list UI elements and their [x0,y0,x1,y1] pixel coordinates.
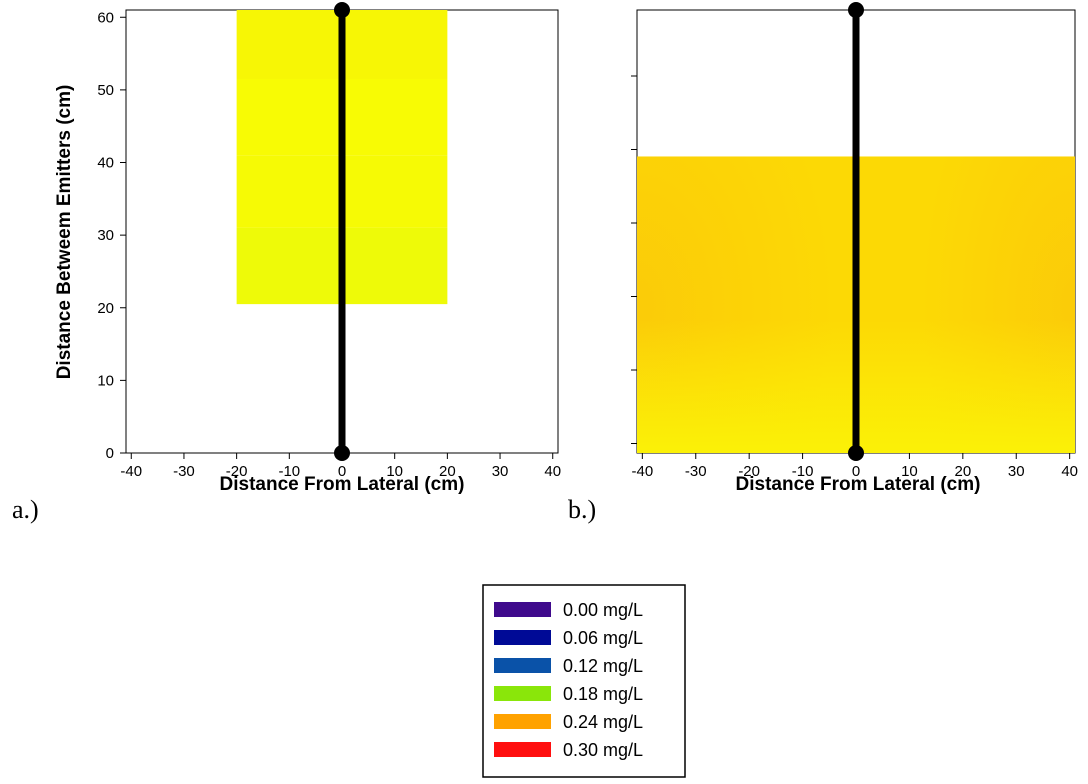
panel-a-x-tick-label: -20 [226,463,248,480]
panel-b-x-tick-label: 20 [954,463,971,480]
panel-b-x-tick-label: 40 [1061,463,1078,480]
panel-b-x-axis-title: Distance From Lateral (cm) [736,474,981,495]
panel-b-emitter-bottom [848,445,864,461]
legend-label: 0.30 mg/L [563,740,643,760]
panel-a-axis-ticks: -40 -30 -20 -10 0 10 20 30 40 0 10 20 30 40 50 60 [97,9,561,480]
legend-label: 0.18 mg/L [563,684,643,704]
panel-a-x-tick-label: 10 [386,463,403,480]
legend: 0.00 mg/L 0.06 mg/L 0.12 mg/L 0.18 mg/L 0.24… [482,584,686,778]
legend-swatch [494,602,551,617]
panel-b-x-tick-label: 10 [901,463,918,480]
panel-b-x-tick-label: 30 [1008,463,1025,480]
panel-a-y-tick-label: 10 [97,372,114,389]
panel-b-axis-ticks: -40 -30 -20 -10 0 10 20 30 40 [631,75,1078,480]
panel-b-x-tick-label: -40 [631,463,653,480]
legend-swatch [494,686,551,701]
panel-b-x-tick-label: -20 [738,463,760,480]
panel-a-y-axis-title: Distance Betweem Emitters (cm) [54,85,75,380]
panel-b-x-tick-label: 0 [852,463,860,480]
panel-a-y-tick-label: 60 [97,9,114,26]
panel-a-contour-plot: -40 -30 -20 -10 0 10 20 30 40 0 10 20 30 40 50 60 Dista… [12,2,561,524]
legend-swatch [494,658,551,673]
legend-swatch [494,714,551,729]
panel-a-x-tick-label: -40 [120,463,142,480]
panel-a-y-tick-label: 40 [97,155,114,172]
legend-label: 0.24 mg/L [563,712,643,732]
panel-b-x-tick-label: -30 [685,463,707,480]
panel-a-x-tick-label: 20 [439,463,456,480]
panel-a-y-tick-label: 50 [97,82,114,99]
legend-items: 0.00 mg/L 0.06 mg/L 0.12 mg/L 0.18 mg/L 0.24… [494,600,643,760]
panel-a-x-tick-label: 30 [492,463,509,480]
legend-label: 0.00 mg/L [563,600,643,620]
panel-a-label: a.) [12,495,39,524]
panel-a-y-tick-label: 20 [97,300,114,317]
panel-a-y-tick-label: 0 [106,445,114,462]
panel-b-label: b.) [568,495,596,524]
panel-a-x-tick-label: -10 [278,463,300,480]
panel-a-x-tick-label: 40 [544,463,561,480]
panel-a-y-tick-label: 30 [97,227,114,244]
panel-a-x-axis-title: Distance From Lateral (cm) [220,474,465,495]
legend-label: 0.06 mg/L [563,628,643,648]
panel-a-x-tick-label: -30 [173,463,195,480]
panel-a-emitter-bottom [334,445,350,461]
panel-a-emitter-top [334,2,350,18]
legend-swatch [494,742,551,757]
panel-b-contour-plot: -40 -30 -20 -10 0 10 20 30 40 Distance From Late… [568,2,1078,524]
legend-label: 0.12 mg/L [563,656,643,676]
panel-a-x-tick-label: 0 [338,463,346,480]
panel-b-x-tick-label: -10 [792,463,814,480]
panel-b-emitter-top [848,2,864,18]
legend-swatch [494,630,551,645]
